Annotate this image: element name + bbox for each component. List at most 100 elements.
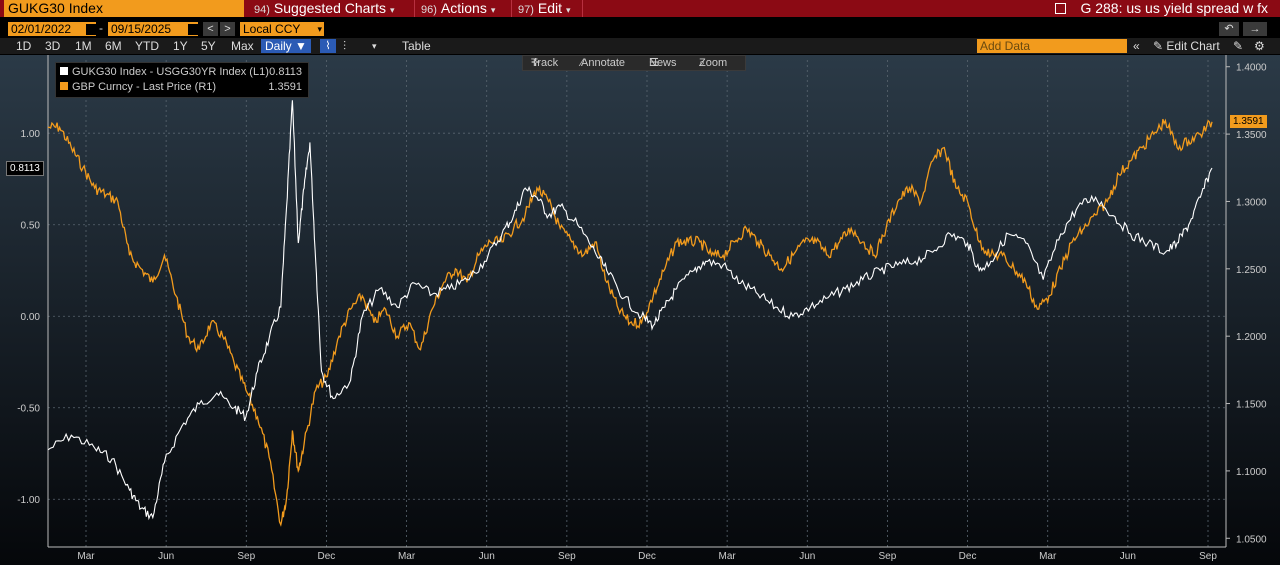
edit-chart-button[interactable]: ✎ Edit Chart <box>1153 38 1220 54</box>
calendar-icon[interactable] <box>188 24 199 35</box>
period-5y[interactable]: 5Y <box>201 39 216 53</box>
series-gbp-line <box>47 118 1213 527</box>
legend-swatch <box>60 67 68 75</box>
annotate-label: Annotate <box>581 57 626 69</box>
left-last-value-tag: 0.8113 <box>6 160 44 176</box>
right-last-value-tag: 1.3591 <box>1230 114 1267 128</box>
x-tick-label: Dec <box>318 551 336 562</box>
arrow-right-icon[interactable]: → <box>1243 22 1267 36</box>
pencil-icon: ⁄ <box>581 57 583 69</box>
menu-num: 94) <box>254 4 270 16</box>
gear-icon[interactable]: ⚙ <box>1254 39 1265 53</box>
menu-divider <box>414 0 415 17</box>
x-tick-label: Sep <box>879 551 897 562</box>
undo-icon[interactable]: ↶ <box>1219 22 1239 36</box>
x-tick-label: Jun <box>799 551 815 562</box>
bar-chart-icon[interactable]: ⫶ <box>343 39 347 53</box>
chevron-down-icon: ▾ <box>317 22 322 36</box>
right-tick-labels: 1.4000 1.3500 1.3000 1.2500 1.2000 1.1500 1.10… <box>1226 63 1267 545</box>
legend-value: 0.8113 <box>269 66 302 78</box>
chevron-down-icon[interactable]: ▾ <box>372 41 377 51</box>
grid-lines <box>48 60 1226 547</box>
chart-area: 1.00 0.50 0.00 -0.50 -1.00 1.4000 1.3500 1.300… <box>0 55 1280 565</box>
frequency-select[interactable]: Daily ▼ <box>261 39 311 53</box>
pencil-icon: ✎ <box>1153 39 1167 53</box>
period-6m[interactable]: 6M <box>105 39 122 53</box>
next-period-button[interactable]: > <box>220 22 235 36</box>
right-tick-label: 1.0500 <box>1236 534 1267 545</box>
add-data-input[interactable]: Add Data <box>977 39 1127 53</box>
period-ytd[interactable]: YTD <box>135 39 159 53</box>
collapse-icon[interactable]: « <box>1133 39 1140 53</box>
period-1m[interactable]: 1M <box>75 39 92 53</box>
legend-label: GUKG30 Index - USGG30YR Index (L1) <box>72 66 269 78</box>
period-3d[interactable]: 3D <box>45 39 61 53</box>
right-tick-label: 1.2000 <box>1236 332 1267 343</box>
window-title: G 288: us us yield spread w fx <box>1055 0 1268 17</box>
x-tick-label: Jun <box>158 551 174 562</box>
edit-square-icon[interactable]: ✎ <box>1233 39 1244 53</box>
right-tick-label: 1.2500 <box>1236 265 1267 276</box>
track-label: Track <box>531 57 559 69</box>
x-tick-labels: Mar Jun Sep Dec Mar Jun Sep Dec Mar Jun Sep Dec Mar J… <box>77 551 1217 562</box>
period-max[interactable]: Max <box>231 39 254 53</box>
left-tick-label: -0.50 <box>17 404 40 415</box>
x-tick-label: Dec <box>959 551 977 562</box>
legend-item[interactable]: GUKG30 Index - USGG30YR Index (L1) 0.811… <box>60 65 304 79</box>
end-date-input[interactable]: 09/15/2025 <box>108 22 198 36</box>
line-chart-icon[interactable]: ⌇ <box>320 39 336 53</box>
menu-divider <box>511 0 512 17</box>
currency-value: Local CCY <box>243 22 301 36</box>
right-tick-label: 1.3000 <box>1236 197 1267 208</box>
right-tick-label: 1.1500 <box>1236 400 1267 411</box>
x-tick-label: Sep <box>1199 551 1217 562</box>
x-tick-label: Jun <box>479 551 495 562</box>
legend: GUKG30 Index - USGG30YR Index (L1) 0.811… <box>55 62 309 98</box>
table-button[interactable]: Table <box>402 39 431 53</box>
chevron-down-icon: ▾ <box>566 5 571 15</box>
x-tick-label: Mar <box>77 551 95 562</box>
actions-menu[interactable]: 96) Actions ▾ <box>421 0 495 17</box>
news-icon: ☰ <box>649 57 659 69</box>
right-tick-label: 1.1000 <box>1236 467 1267 478</box>
x-tick-label: Sep <box>237 551 255 562</box>
chevron-down-icon: ▾ <box>490 5 496 15</box>
left-tick-label: 0.50 <box>21 221 41 232</box>
left-tick-label: 0.00 <box>21 312 41 323</box>
legend-value: 1.3591 <box>268 81 302 93</box>
x-tick-label: Mar <box>1039 551 1057 562</box>
crosshair-icon: ✛ <box>531 57 541 69</box>
start-date-input[interactable]: 02/01/2022 <box>8 22 96 36</box>
calendar-icon[interactable] <box>86 24 97 35</box>
magnifier-icon: ⌕ <box>699 57 706 69</box>
period-1y[interactable]: 1Y <box>173 39 188 53</box>
left-tick-labels: 1.00 0.50 0.00 -0.50 -1.00 <box>17 129 40 506</box>
menu-num: 96) <box>421 4 437 16</box>
left-tick-label: 1.00 <box>21 129 41 140</box>
title-text: G 288: us us yield spread w fx <box>1080 0 1268 16</box>
legend-label: GBP Curncy - Last Price (R1) <box>72 81 217 93</box>
menu-label: Suggested Charts <box>273 0 386 16</box>
legend-swatch <box>60 82 68 90</box>
x-tick-label: Mar <box>719 551 737 562</box>
prev-period-button[interactable]: < <box>203 22 218 36</box>
x-tick-label: Dec <box>638 551 656 562</box>
period-1d[interactable]: 1D <box>16 39 32 53</box>
legend-item[interactable]: GBP Curncy - Last Price (R1) 1.3591 <box>60 80 304 94</box>
external-link-icon[interactable] <box>1055 3 1067 14</box>
menu-label: Edit <box>537 0 563 16</box>
ticker-field[interactable]: GUKG30 Index <box>4 0 244 17</box>
series-spread-line <box>47 100 1213 521</box>
menu-num: 97) <box>518 4 534 16</box>
x-tick-label: Mar <box>398 551 416 562</box>
x-tick-label: Sep <box>558 551 576 562</box>
edit-chart-label: Edit Chart <box>1166 39 1220 53</box>
left-tick-label: -1.00 <box>17 495 40 506</box>
suggested-charts-menu[interactable]: 94) Suggested Charts ▾ <box>254 0 395 17</box>
edit-menu[interactable]: 97) Edit ▾ <box>518 0 571 17</box>
right-tick-label: 1.4000 <box>1236 63 1267 74</box>
currency-select[interactable]: Local CCY ▾ <box>240 22 324 36</box>
chart-background <box>0 55 1280 565</box>
menu-divider <box>582 0 583 17</box>
menu-label: Actions <box>440 0 487 16</box>
